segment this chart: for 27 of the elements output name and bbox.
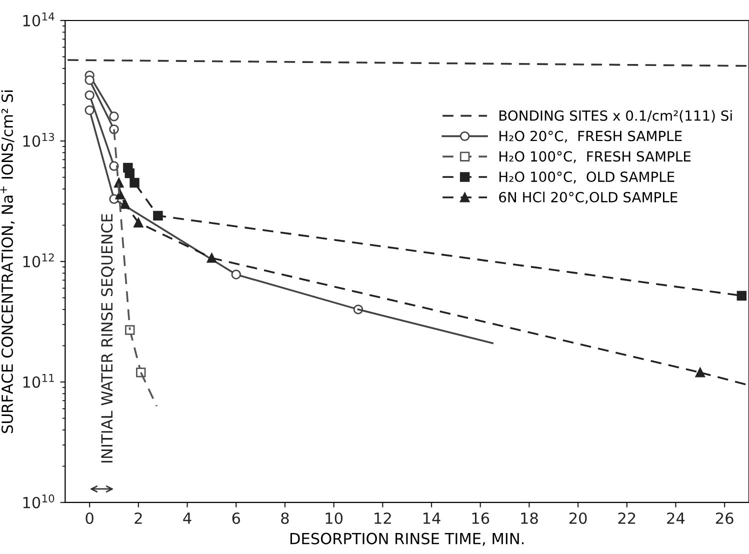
- annotation: INITIAL WATER RINSE SEQUENCE: [101, 214, 114, 462]
- x-tick-label: 14: [423, 512, 440, 524]
- x-tick-label: 6: [232, 512, 240, 524]
- x-tick-label: 22: [618, 512, 636, 524]
- x-tick-label: 24: [667, 512, 685, 524]
- y-axis-title: SURFACE CONCENTRATION, Na$^{+}$ IONS/cm² Si: [0, 90, 15, 434]
- y-tick-label: 10$^{11}$: [23, 374, 54, 388]
- x-tick-label: 4: [183, 512, 192, 524]
- x-tick-label: 2: [134, 512, 142, 524]
- legend-label: BONDING SITES x 0.1/cm²(111) Si: [500, 110, 732, 122]
- y-tick-label: 10$^{13}$: [23, 132, 54, 147]
- legend-label: H₂O 100°C, FRESH SAMPLE: [500, 151, 691, 164]
- y-tick-label: 10$^{12}$: [23, 253, 54, 268]
- x-tick-label: 10: [326, 512, 343, 524]
- x-tick-label: 12: [374, 512, 391, 524]
- y-tick-label: 10$^{10}$: [23, 494, 54, 508]
- x-tick-label: 20: [569, 512, 587, 524]
- legend-label: H₂O 100°C, OLD SAMPLE: [500, 172, 674, 184]
- x-tick-label: 0: [86, 512, 94, 524]
- legend-label: H₂O 20°C, FRESH SAMPLE: [500, 130, 682, 143]
- x-tick-label: 18: [521, 512, 538, 524]
- x-tick-label: 26: [716, 512, 734, 524]
- x-axis-title: DESORPTION RINSE TIME, MIN.: [290, 532, 524, 546]
- x-tick-label: 8: [281, 512, 289, 524]
- y-tick-label: 10$^{14}$: [23, 12, 54, 26]
- legend-label: 6N HCl 20°C,OLD SAMPLE: [499, 192, 678, 204]
- x-tick-label: 16: [472, 512, 490, 524]
